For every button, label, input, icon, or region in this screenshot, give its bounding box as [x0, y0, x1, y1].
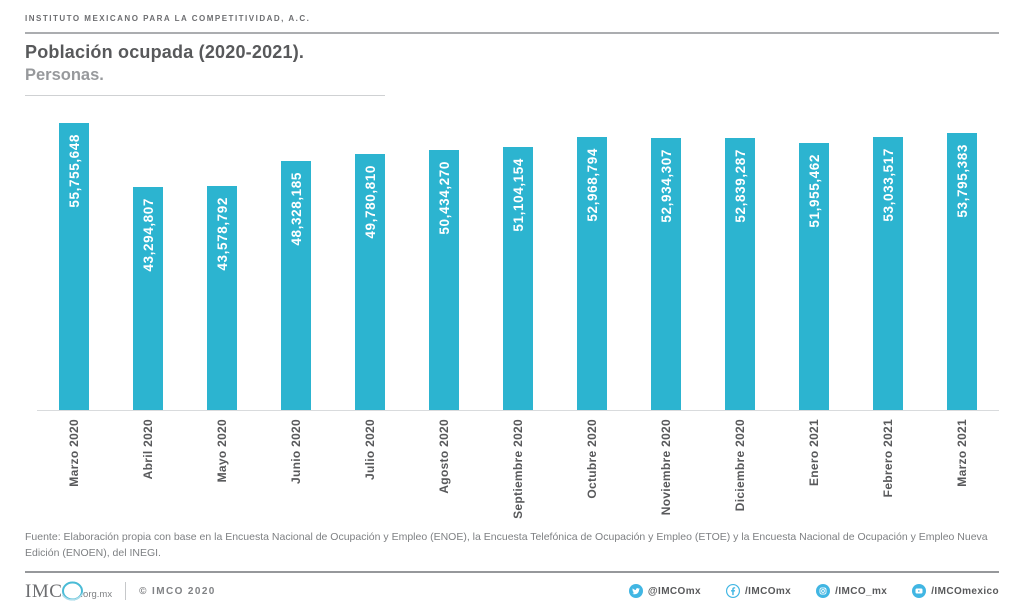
x-axis-label-cell: Marzo 2021 [925, 411, 999, 526]
bar-column: 53,795,383 [925, 133, 999, 410]
bar-column: 52,934,307 [629, 138, 703, 410]
x-axis-label-cell: Septiembre 2020 [481, 411, 555, 526]
bar-febrero-2021: 53,033,517 [873, 137, 903, 410]
footer-vertical-divider [125, 582, 127, 600]
bar-column: 55,755,648 [37, 123, 111, 410]
bar-marzo-2021: 53,795,383 [947, 133, 977, 410]
chart-subtitle: Personas. [25, 66, 104, 84]
plot-area: 55,755,648 43,294,807 43,578,792 48,328,185… [37, 123, 999, 410]
bar-column: 53,033,517 [851, 137, 925, 410]
chart-title: Población ocupada (2020-2021). [25, 42, 305, 62]
top-divider [25, 32, 999, 34]
x-axis-label-cell: Marzo 2020 [37, 411, 111, 526]
x-axis-label-cell: Mayo 2020 [185, 411, 259, 526]
social-handle: /IMCOmx [745, 585, 792, 597]
social-links: @IMCOmx/IMCOmx/IMCO_mx/IMCOmexico [628, 584, 999, 598]
bar-column: 43,294,807 [111, 187, 185, 410]
imco-logo-text: IMC [25, 580, 63, 602]
facebook-icon [726, 584, 740, 598]
x-axis: Marzo 2020 Abril 2020 Mayo 2020 Junio 2020 J… [37, 410, 999, 526]
bar-septiembre-2020: 51,104,154 [503, 147, 533, 410]
org-name: INSTITUTO MEXICANO PARA LA COMPETITIVIDA… [25, 14, 311, 23]
x-axis-label: Enero 2021 [807, 419, 821, 487]
bar-column: 51,104,154 [481, 147, 555, 410]
source-note: Fuente: Elaboración propia con base en l… [25, 531, 988, 559]
x-axis-label: Julio 2020 [363, 419, 377, 481]
bar-value-label: 43,294,807 [140, 198, 156, 272]
instagram-icon [816, 584, 831, 598]
social-link-imcomx[interactable]: /IMCOmx [726, 584, 791, 598]
bar-value-label: 50,434,270 [436, 161, 452, 235]
bar-value-label: 52,839,287 [732, 149, 748, 223]
x-axis-label: Octubre 2020 [585, 419, 599, 499]
x-axis-label: Abril 2020 [141, 419, 155, 480]
bar-value-label: 49,780,810 [362, 165, 378, 239]
bar-octubre-2020: 52,968,794 [577, 137, 607, 410]
x-axis-label: Septiembre 2020 [511, 419, 525, 519]
bar-column: 52,968,794 [555, 137, 629, 410]
copyright: © IMCO 2020 [139, 585, 216, 597]
x-axis-label: Febrero 2021 [881, 419, 895, 498]
x-axis-label: Diciembre 2020 [733, 419, 747, 512]
imco-logo-suffix: .org.mx [80, 588, 113, 600]
social-link-imco_mx[interactable]: /IMCO_mx [816, 584, 887, 598]
bar-value-label: 53,033,517 [880, 148, 896, 222]
social-handle: @IMCOmx [647, 585, 701, 597]
bar-junio-2020: 48,328,185 [281, 161, 311, 410]
x-axis-label: Marzo 2020 [67, 419, 81, 487]
bar-value-label: 53,795,383 [954, 144, 970, 218]
bar-marzo-2020: 55,755,648 [59, 123, 89, 410]
imco-logo-swirl-icon [61, 581, 85, 602]
bar-agosto-2020: 50,434,270 [429, 150, 459, 410]
bar-diciembre-2020: 52,839,287 [725, 138, 755, 410]
x-axis-label-cell: Febrero 2021 [851, 411, 925, 526]
bar-column: 51,955,462 [777, 143, 851, 410]
bar-value-label: 51,955,462 [806, 154, 822, 228]
x-axis-label: Junio 2020 [289, 419, 303, 485]
x-axis-label-cell: Abril 2020 [111, 411, 185, 526]
bar-column: 48,328,185 [259, 161, 333, 410]
bar-column: 43,578,792 [185, 186, 259, 410]
x-axis-label-cell: Junio 2020 [259, 411, 333, 526]
x-axis-label-cell: Octubre 2020 [555, 411, 629, 526]
social-handle: /IMCOmexico [931, 585, 999, 597]
bar-value-label: 52,968,794 [584, 148, 600, 222]
x-axis-label-cell: Agosto 2020 [407, 411, 481, 526]
bar-value-label: 43,578,792 [214, 197, 230, 271]
bar-column: 49,780,810 [333, 154, 407, 410]
bar-value-label: 51,104,154 [510, 158, 526, 232]
twitter-icon [628, 584, 643, 598]
x-axis-label-cell: Enero 2021 [777, 411, 851, 526]
bar-noviembre-2020: 52,934,307 [651, 138, 681, 410]
x-axis-label: Noviembre 2020 [659, 419, 673, 516]
footer: IMC .org.mx © IMCO 2020 @IMCOmx/IMCOmx/I… [25, 581, 999, 602]
bar-value-label: 55,755,648 [66, 134, 82, 208]
bar-column: 52,839,287 [703, 138, 777, 410]
title-divider [25, 95, 385, 96]
bar-julio-2020: 49,780,810 [355, 154, 385, 410]
x-axis-label: Marzo 2021 [955, 419, 969, 487]
footer-divider [25, 570, 999, 573]
bar-enero-2021: 51,955,462 [799, 143, 829, 410]
bar-column: 50,434,270 [407, 150, 481, 410]
x-axis-label-cell: Noviembre 2020 [629, 411, 703, 526]
bar-value-label: 52,934,307 [658, 149, 674, 223]
bar-mayo-2020: 43,578,792 [207, 186, 237, 410]
bar-abril-2020: 43,294,807 [133, 187, 163, 410]
social-link-imcomexico[interactable]: /IMCOmexico [912, 584, 999, 598]
imco-logo: IMC .org.mx [25, 581, 112, 602]
x-axis-label: Mayo 2020 [215, 419, 229, 483]
youtube-icon [912, 584, 927, 598]
x-axis-label-cell: Julio 2020 [333, 411, 407, 526]
social-link-imcomx[interactable]: @IMCOmx [628, 584, 701, 598]
x-axis-label-cell: Diciembre 2020 [703, 411, 777, 526]
bar-value-label: 48,328,185 [288, 172, 304, 246]
footer-left: IMC .org.mx © IMCO 2020 [25, 581, 216, 602]
x-axis-label: Agosto 2020 [437, 419, 451, 494]
bar-chart: 55,755,648 43,294,807 43,578,792 48,328,185… [25, 123, 999, 526]
social-handle: /IMCO_mx [835, 585, 888, 597]
